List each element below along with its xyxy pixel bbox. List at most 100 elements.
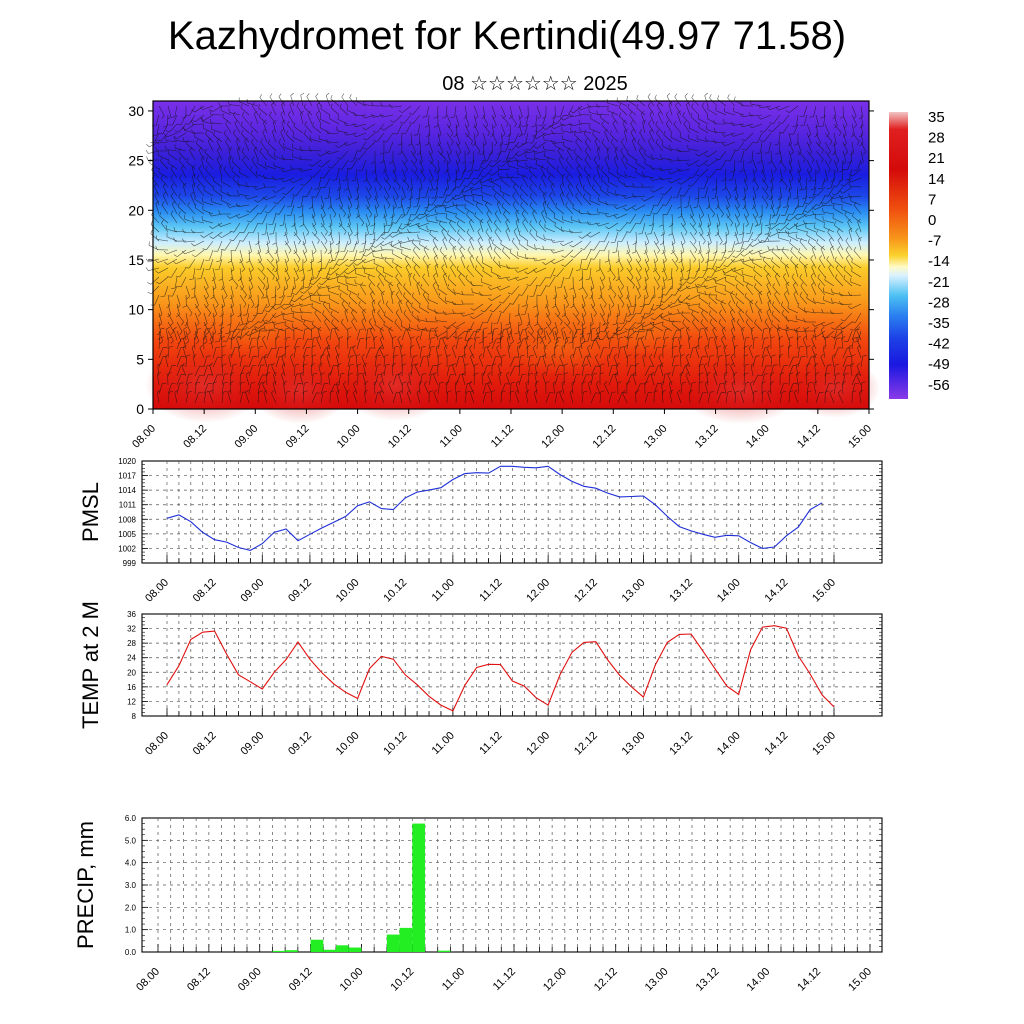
- x-tick-label: 14.00: [715, 730, 743, 758]
- x-tick-label: 10.00: [334, 730, 362, 758]
- x-tick-label: 10.12: [388, 966, 416, 994]
- x-tick-label: 12.12: [592, 966, 620, 994]
- x-tick-label: 13.12: [667, 730, 695, 758]
- x-tick-label: 08.12: [191, 730, 219, 758]
- plot-frame: [141, 613, 883, 717]
- x-tick-label: 08.00: [143, 577, 171, 605]
- colorbar-label: -21: [928, 274, 950, 291]
- x-tick-label: 08.00: [134, 966, 162, 994]
- wind-barb-field: [145, 92, 867, 404]
- y-tick-label: 1005: [118, 530, 136, 539]
- x-tick-label: 14.00: [744, 966, 772, 994]
- height-tick-label: 5: [136, 351, 144, 367]
- time-tick-label: 13.12: [693, 423, 721, 451]
- y-tick-label: 1.0: [125, 926, 137, 935]
- x-tick-label: 08.12: [191, 577, 219, 605]
- colorbar-label: -56: [928, 377, 950, 394]
- x-tick-label: 15.00: [810, 730, 838, 758]
- x-tick-label: 12.00: [541, 966, 569, 994]
- x-tick-label: 12.00: [524, 730, 552, 758]
- warm-patch: [680, 356, 800, 424]
- x-tick-label: 09.12: [286, 730, 314, 758]
- series-line: [166, 465, 823, 551]
- colorbar-label: 7: [928, 191, 936, 208]
- colorbar-label: -42: [928, 336, 950, 353]
- colorbar-label: 14: [928, 171, 945, 188]
- y-axis-label: PRECIP, mm: [73, 821, 98, 949]
- wind-barbs: [145, 92, 867, 404]
- x-tick-label: 13.12: [667, 577, 695, 605]
- colorbar-label: 28: [928, 130, 945, 147]
- y-tick-label: 1002: [118, 544, 136, 553]
- x-tick-label: 11.12: [477, 730, 504, 757]
- y-axis-label: TEMP at 2 M: [78, 601, 103, 729]
- time-tick-label: 14.00: [744, 423, 772, 451]
- x-tick-label: 14.12: [795, 966, 823, 994]
- precip-bar: [272, 950, 286, 952]
- x-tick-label: 10.12: [381, 577, 409, 605]
- precip-bar: [336, 945, 349, 952]
- x-tick-label: 08.00: [143, 730, 171, 758]
- y-tick-label: 2.0: [125, 903, 137, 912]
- x-tick-label: 10.12: [381, 730, 409, 758]
- precip-bar: [386, 934, 400, 952]
- precip-bar: [348, 947, 362, 952]
- colorbar-label: -14: [928, 253, 950, 270]
- time-tick-label: 13.00: [642, 423, 670, 451]
- height-tick-label: 20: [128, 202, 144, 218]
- warm-patch: [145, 347, 265, 423]
- height-tick-label: 0: [136, 401, 144, 417]
- x-tick-label: 13.00: [620, 730, 648, 758]
- height-tick-label: 15: [128, 252, 144, 268]
- orange-patch: [590, 304, 690, 356]
- y-tick-label: 5.0: [125, 836, 137, 845]
- chart-subtitle: 08 ☆☆☆☆☆☆ 2025: [442, 73, 628, 95]
- time-tick-label: 08.00: [130, 423, 158, 451]
- time-tick-label: 12.12: [590, 423, 618, 451]
- y-tick-label: 24: [127, 654, 136, 663]
- y-tick-label: 36: [127, 610, 136, 619]
- colorbar-label: -35: [928, 315, 950, 332]
- x-tick-label: 15.00: [846, 966, 874, 994]
- y-tick-label: 999: [123, 559, 137, 568]
- precip-bar: [437, 950, 451, 952]
- height-tick-label: 25: [128, 153, 144, 169]
- orange-patch: [210, 304, 290, 356]
- y-tick-label: 32: [127, 625, 136, 634]
- colorbar-label: -7: [928, 233, 941, 250]
- pmsl-panel: 999 1002 1005 1008 1011 1014 1017 1020 08.00 08.1…: [78, 457, 883, 605]
- x-tick-label: 09.00: [238, 577, 266, 605]
- x-tick-label: 10.00: [338, 966, 366, 994]
- time-tick-label: 14.12: [795, 423, 823, 451]
- precip-bar: [412, 823, 425, 952]
- x-tick-label: 15.00: [810, 577, 838, 605]
- x-tick-label: 13.12: [694, 966, 722, 994]
- time-tick-label: 10.12: [386, 423, 414, 451]
- x-tick-label: 11.00: [430, 730, 457, 757]
- y-tick-label: 4.0: [125, 859, 137, 868]
- y-tick-label: 28: [127, 639, 136, 648]
- time-tick-label: 09.12: [284, 423, 312, 451]
- colorbar-label: 21: [928, 150, 945, 167]
- colorbar-label: 0: [928, 212, 936, 229]
- x-tick-label: 12.00: [524, 577, 552, 605]
- y-tick-label: 3.0: [125, 881, 137, 890]
- y-tick-label: 1014: [118, 486, 136, 495]
- height-axis: 0 5 10 15 20 25 30: [128, 103, 874, 417]
- time-tick-label: 09.00: [232, 423, 260, 451]
- y-tick-label: 0.0: [125, 948, 137, 957]
- surface-warm-patches: [145, 304, 880, 424]
- colorbar-label: -49: [928, 356, 950, 373]
- chart-title: Kazhydromet for Kertindi(49.97 71.58): [167, 14, 847, 58]
- y-tick-label: 1020: [118, 457, 136, 466]
- y-tick-label: 20: [127, 668, 136, 677]
- precip-bar: [285, 950, 298, 952]
- y-tick-label: 1008: [118, 515, 136, 524]
- x-tick-label: 13.00: [643, 966, 671, 994]
- precip-bar: [310, 939, 324, 952]
- time-tick-label: 10.00: [335, 423, 363, 451]
- time-tick-label: 08.12: [181, 423, 209, 451]
- x-tick-label: 09.12: [286, 577, 314, 605]
- time-tick-label: 11.12: [489, 423, 516, 450]
